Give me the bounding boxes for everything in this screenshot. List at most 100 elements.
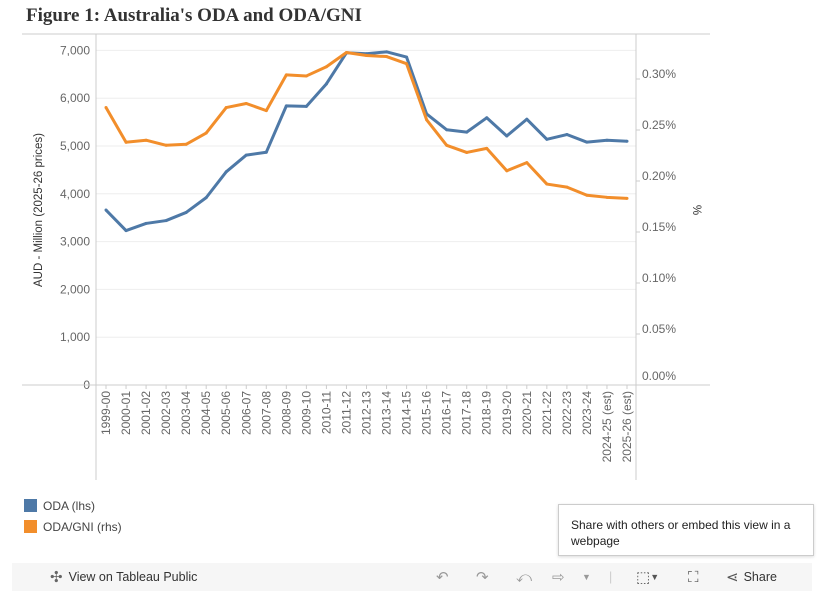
view-on-tableau-label: View on Tableau Public <box>68 570 198 584</box>
data-point <box>485 116 489 120</box>
data-point <box>124 140 128 144</box>
y2-tick-label: 0.20% <box>642 169 676 183</box>
x-tick-label: 2002-03 <box>159 391 173 435</box>
y-tick-label: 3,000 <box>60 235 90 249</box>
toolbar-divider: | <box>609 570 613 584</box>
x-tick-label: 2010-11 <box>319 391 333 434</box>
data-point <box>565 133 569 137</box>
x-tick-label: 2019-20 <box>500 391 514 435</box>
data-point <box>304 74 308 78</box>
data-point <box>284 104 288 108</box>
share-icon: ⋖ <box>726 569 739 586</box>
chart: 01,0002,0003,0004,0005,0006,0007,0000.00… <box>22 33 710 480</box>
legend-swatch <box>24 499 37 512</box>
view-on-tableau-button[interactable]: ✣ View on Tableau Public <box>50 568 197 586</box>
data-point <box>465 150 469 154</box>
data-point <box>445 143 449 147</box>
y-axis-title: AUD - Million (2025-26 prices) <box>33 133 45 287</box>
data-point <box>224 170 228 174</box>
x-tick-label: 2017-18 <box>460 391 474 435</box>
x-tick-label: 2021-22 <box>540 391 554 435</box>
data-point <box>324 82 328 86</box>
data-point <box>204 131 208 135</box>
legend-item-oda[interactable]: ODA (lhs) <box>24 495 122 516</box>
data-point <box>224 106 228 110</box>
x-tick-label: 2009-10 <box>299 391 313 435</box>
y-tick-label: 6,000 <box>60 91 90 105</box>
x-tick-label: 2018-19 <box>480 391 494 435</box>
y2-tick-label: 0.30% <box>642 67 676 81</box>
data-point <box>385 50 389 54</box>
data-point <box>264 150 268 154</box>
chart-title: Figure 1: Australia's ODA and ODA/GNI <box>26 5 362 26</box>
x-tick-label: 2013-14 <box>380 391 394 435</box>
x-tick-label: 2007-08 <box>259 391 273 435</box>
series-line <box>104 50 628 200</box>
data-point <box>565 185 569 189</box>
x-tick-label: 2023-24 <box>580 391 594 435</box>
data-point <box>104 208 108 212</box>
data-point <box>244 153 248 157</box>
data-point <box>405 55 409 59</box>
data-point <box>545 182 549 186</box>
data-point <box>244 101 248 105</box>
undo-icon[interactable]: ↶ <box>436 569 449 586</box>
x-tick-label: 2012-13 <box>360 391 374 435</box>
x-tick-label: 2011-12 <box>339 391 353 434</box>
data-point <box>324 65 328 69</box>
download-icon[interactable]: ⬚ ▼ <box>636 569 660 586</box>
data-point <box>385 55 389 59</box>
data-point <box>204 196 208 200</box>
share-label: Share <box>743 570 777 584</box>
share-button[interactable]: ⋖ Share <box>726 568 777 586</box>
data-point <box>605 138 609 142</box>
data-point <box>184 142 188 146</box>
x-tick-label: 2004-05 <box>199 391 213 435</box>
y2-tick-label: 0.25% <box>642 118 676 132</box>
x-tick-label: 1999-00 <box>99 391 113 435</box>
data-point <box>545 137 549 141</box>
data-point <box>505 134 509 138</box>
x-tick-label: 2003-04 <box>179 391 193 435</box>
fullscreen-icon[interactable]: ⛶ <box>688 568 699 586</box>
data-point <box>485 146 489 150</box>
data-point <box>625 196 629 200</box>
x-tick-label: 2000-01 <box>119 391 133 435</box>
data-point <box>144 221 148 225</box>
revert-icon[interactable]: ⤺ <box>516 568 533 586</box>
data-point <box>525 117 529 121</box>
data-point <box>405 62 409 66</box>
x-tick-label: 2008-09 <box>279 391 293 435</box>
data-point <box>585 193 589 197</box>
x-tick-label: 2005-06 <box>219 391 233 435</box>
data-point <box>264 109 268 113</box>
data-point <box>625 139 629 143</box>
y2-tick-label: 0.10% <box>642 271 676 285</box>
data-point <box>284 73 288 77</box>
data-point <box>365 54 368 58</box>
x-tick-label: 2016-17 <box>440 391 454 435</box>
x-tick-label: 2006-07 <box>239 391 253 435</box>
y-tick-label: 2,000 <box>60 282 90 296</box>
y2-axis-title: % <box>690 205 702 215</box>
data-point <box>605 195 609 199</box>
x-tick-label: 2015-16 <box>420 391 434 435</box>
chevron-down-icon[interactable]: ▼ <box>582 572 591 582</box>
refresh-icon[interactable]: ⇨ <box>552 569 565 586</box>
legend-label: ODA/GNI (rhs) <box>43 519 122 534</box>
data-point <box>425 118 429 122</box>
toolbar: ✣ View on Tableau Public ↶ ↷ ⤺ ⇨ ▼ | ⬚ ▼ … <box>12 563 812 591</box>
x-tick-label: 2024-25 (est) <box>600 391 614 462</box>
legend-swatch <box>24 520 37 533</box>
y2-tick-label: 0.00% <box>642 369 676 383</box>
data-point <box>164 219 168 223</box>
y2-tick-label: 0.15% <box>642 220 676 234</box>
share-tooltip: Share with others or embed this view in … <box>558 504 814 556</box>
redo-icon[interactable]: ↷ <box>476 569 489 586</box>
data-point <box>164 143 168 147</box>
x-tick-label: 2022-23 <box>560 391 574 435</box>
series-line <box>104 50 628 233</box>
x-tick-label: 2025-26 (est) <box>620 391 634 462</box>
y2-tick-label: 0.05% <box>642 322 676 336</box>
legend-item-oda-gni[interactable]: ODA/GNI (rhs) <box>24 516 122 537</box>
